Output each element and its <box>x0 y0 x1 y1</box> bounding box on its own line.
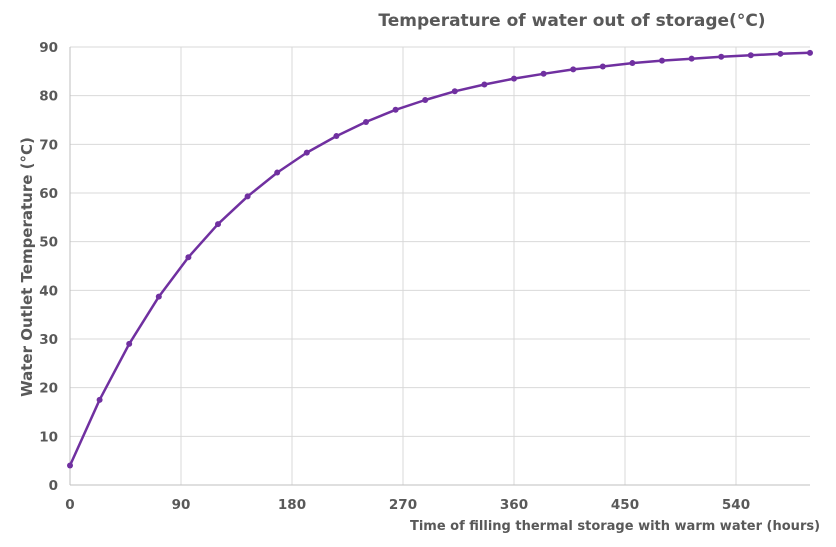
gridlines <box>70 46 810 485</box>
data-point <box>422 97 429 104</box>
x-tick-label: 450 <box>611 497 639 513</box>
data-point <box>96 396 103 403</box>
data-point <box>274 169 281 176</box>
data-point <box>333 133 340 140</box>
data-point <box>807 49 813 56</box>
y-axis-label: Water Outlet Temperature (°C) <box>18 137 36 397</box>
data-point <box>659 57 665 64</box>
x-axis-label: Time of filling thermal storage with war… <box>410 519 820 534</box>
data-point <box>718 53 725 60</box>
y-tick-label: 80 <box>39 89 58 105</box>
y-tick-label: 30 <box>39 332 58 348</box>
data-point <box>688 55 695 62</box>
data-point <box>629 60 636 67</box>
data-point <box>155 293 162 300</box>
series-line <box>68 51 811 467</box>
x-tick-label: 0 <box>65 497 74 513</box>
y-tick-label: 0 <box>49 478 58 494</box>
data-point <box>215 221 221 228</box>
y-tick-label: 50 <box>39 235 58 251</box>
chart-title: Temperature of water out of storage(°C) <box>378 11 765 31</box>
data-point <box>570 66 577 73</box>
data-point <box>481 81 488 88</box>
axes <box>69 47 810 486</box>
data-point <box>511 75 517 82</box>
x-tick-label: 180 <box>278 497 306 513</box>
series-layer <box>67 49 813 469</box>
y-tick-label: 60 <box>39 186 58 202</box>
data-point <box>67 462 73 469</box>
y-tick-label: 20 <box>39 381 58 397</box>
data-point <box>599 63 606 70</box>
data-point <box>363 118 369 125</box>
y-tick-label: 10 <box>39 429 58 445</box>
data-point <box>540 70 547 77</box>
data-point <box>185 254 192 261</box>
y-tick-label: 40 <box>39 283 58 299</box>
data-point <box>126 340 133 347</box>
data-point <box>244 193 251 200</box>
data-point <box>777 50 784 57</box>
x-tick-label: 90 <box>172 497 191 513</box>
y-tick-label: 90 <box>39 40 58 56</box>
data-point <box>747 52 754 59</box>
y-tick-label: 70 <box>39 137 58 153</box>
data-point <box>392 106 399 113</box>
data-point <box>451 88 458 95</box>
x-tick-label: 360 <box>500 497 528 513</box>
tick-labels: 0 10 20 30 40 50 60 70 80 90 0 90 180 270 360 450 540 <box>39 40 750 513</box>
x-tick-label: 540 <box>722 497 750 513</box>
x-tick-label: 270 <box>389 497 417 513</box>
data-point <box>303 149 310 156</box>
